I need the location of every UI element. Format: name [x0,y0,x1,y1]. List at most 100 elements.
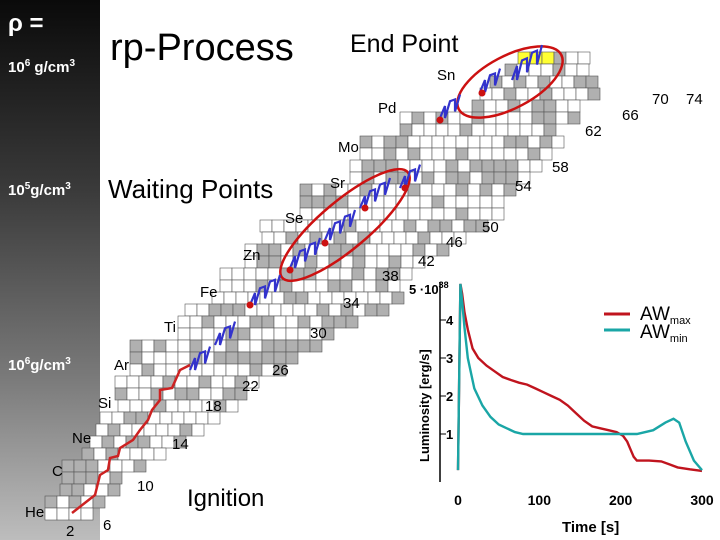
nuclide-cell [268,255,282,269]
element-label: Ne [72,430,91,447]
nuclide-cell [555,99,569,113]
nuclide-cell [198,375,212,389]
nuclide-cell [232,303,246,317]
nuclide-cell [407,147,421,161]
nuclide-cell [543,123,557,137]
nuclide-cell [273,327,287,341]
nuclide-cell [107,483,121,497]
nuclide-cell [423,111,437,125]
nuclide-cell [208,303,222,317]
luminosity-curves [456,283,703,473]
flow-path-segment [398,164,422,189]
y-tick-label: 4 [446,313,454,328]
nuclide-cell [347,195,361,209]
flow-path-segment [510,44,544,81]
nuclide-cell [220,303,234,317]
nuclide-cell [539,135,553,149]
nuclide-cell [153,351,167,365]
density-symbol: ρ = [8,10,44,37]
density-mid-unit: g/cm [30,182,66,199]
nuclide-cell [463,219,477,233]
element-label: Mo [338,139,359,156]
nuclide-cell [429,231,443,245]
nuclide-cell [109,471,123,485]
nuclide-cell [351,267,365,281]
nuclide-cell [249,327,263,341]
nuclide-cell [373,159,387,173]
nuclide-cell [138,375,152,389]
nuclide-cell [126,375,140,389]
nuclide-cell [285,351,299,365]
nuclide-cell [129,339,143,353]
density-low-unit: g/cm [30,357,66,374]
nuclide-cell [201,363,215,377]
ignition-path [71,363,191,514]
nuclide-cell [311,195,325,209]
nuclide-cell [431,207,445,221]
axis-ticks: 1 2 3 4 0 100 200 300 [440,313,714,508]
nuclide-cell [273,339,287,353]
nuclide-cell [184,303,198,317]
nuclide-cell [483,123,497,137]
nuclide-cell [271,219,285,233]
nuclide-cell [231,279,245,293]
nuclide-cell [165,399,179,413]
nuclide-cell [114,387,128,401]
nuclide-cell [273,363,287,377]
flow-path-node [246,301,254,309]
flow-path-segment [188,346,212,371]
nuclide-cell [495,123,509,137]
element-label: Si [98,395,111,412]
nuclide-cell [376,255,390,269]
nuclide-cell [515,147,529,161]
nuclide-cell [56,495,70,509]
nuclide-cell [481,159,495,173]
nuclide-cell [159,411,173,425]
nuclide-cell [403,219,417,233]
nuclide-cell [321,327,335,341]
nuclide-cell [213,351,227,365]
nuclide-cell [541,51,555,65]
nuclide-cell [297,339,311,353]
nuclide-cell [327,267,341,281]
nuclide-cell [93,447,107,461]
element-label: Sn [437,67,455,84]
nuclide-cell [453,231,467,245]
nuclide-cell [427,219,441,233]
density-top-unit: g/cm [30,59,70,76]
flow-path-segment [288,237,322,269]
flow-path-node [401,184,409,192]
nuclide-cell [364,255,378,269]
nuclide-cell [561,75,575,89]
nuclide-cell [551,87,565,101]
nuclide-cell [491,183,505,197]
nuclide-cell [395,147,409,161]
nuclide-cell [225,339,239,353]
nuclide-cell [445,159,459,173]
nuclide-cell [295,291,309,305]
nuclide-cell [261,315,275,329]
series-line-awmin [456,283,703,471]
nuclide-cell [491,135,505,149]
nuclide-cell [213,363,227,377]
nuclide-cell [515,87,529,101]
nuclide-cell [315,279,329,293]
flow-path-node [436,116,444,124]
nuclide-cell [345,231,359,245]
nuclide-cell [141,447,155,461]
nuclide-cell [327,279,341,293]
nuclide-cell [383,135,397,149]
nuclide-cell [395,207,409,221]
nuclide-chart-grid [44,51,601,521]
neutron-number: 22 [242,378,259,395]
element-label: He [25,504,44,521]
nuclide-cell [59,483,73,497]
nuclide-cell [443,195,457,209]
nuclide-cell [249,363,263,377]
density-label-mid: 105g/cm3 [8,181,71,199]
nuclide-cell [457,159,471,173]
nuclide-cell [225,363,239,377]
nuclide-cell [179,423,193,437]
nuclide-cell [285,339,299,353]
nuclide-cell [95,423,109,437]
